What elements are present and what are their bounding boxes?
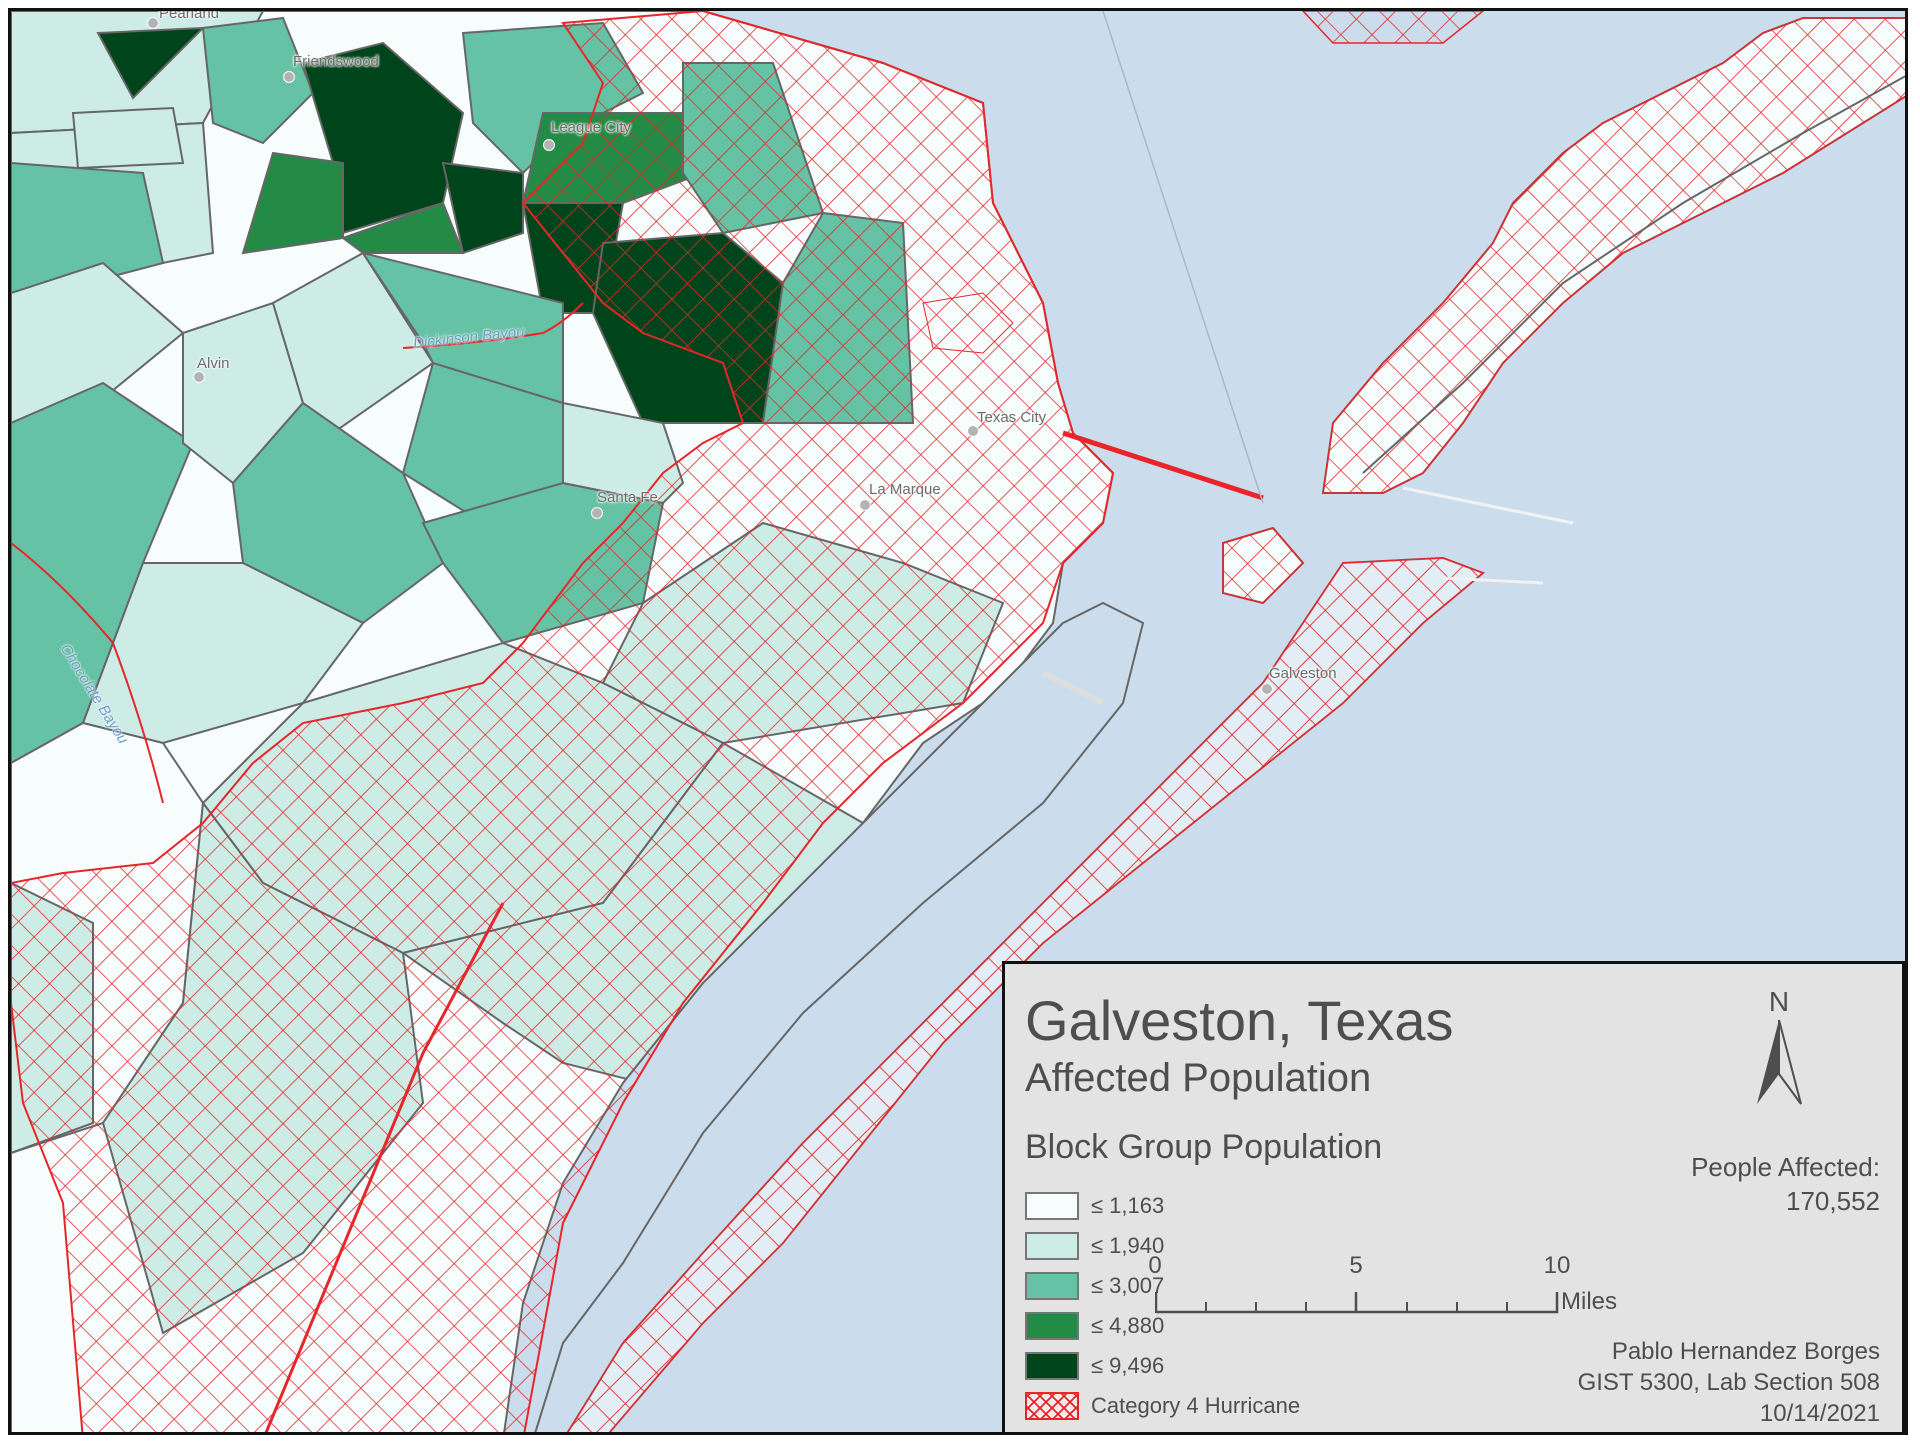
people-affected-label: People Affected: xyxy=(1691,1152,1880,1182)
city-dot xyxy=(591,507,603,519)
legend-label: ≤ 9,496 xyxy=(1091,1353,1165,1378)
legend-label: ≤ 1,940 xyxy=(1091,1233,1165,1258)
map-legend-panel: Galveston, Texas Affected Population Blo… xyxy=(1002,961,1905,1435)
map-frame: Pearland Friendswood League City Alvin S… xyxy=(8,8,1908,1435)
legend-swatch-class3 xyxy=(1025,1272,1079,1300)
people-affected-value: 170,552 xyxy=(1786,1186,1880,1216)
legend-item: ≤ 1,940 xyxy=(1025,1226,1300,1266)
city-dot xyxy=(283,71,295,83)
city-dot xyxy=(193,371,205,383)
legend-label: ≤ 3,007 xyxy=(1091,1273,1165,1298)
date: 10/14/2021 xyxy=(1759,1400,1880,1427)
scale-tick-label: 0 xyxy=(1148,1252,1162,1279)
city-dot xyxy=(147,17,159,29)
scale-bar-graphic xyxy=(1155,1292,1559,1314)
crosshatch-swatch-icon xyxy=(1025,1392,1079,1420)
city-dot xyxy=(543,139,555,151)
map-canvas xyxy=(11,11,1905,1432)
north-arrow-icon xyxy=(1757,1019,1802,1105)
legend-label: ≤ 4,880 xyxy=(1091,1313,1165,1338)
credits: Pablo Hernandez Borges GIST 5300, Lab Se… xyxy=(1578,1336,1880,1429)
people-affected: People Affected: 170,552 xyxy=(1691,1150,1880,1218)
legend-label: Category 4 Hurricane xyxy=(1091,1393,1301,1418)
place-label-league-city: League City xyxy=(551,119,632,136)
legend-swatch-class1 xyxy=(1025,1192,1079,1220)
map-title: Galveston, Texas xyxy=(1025,989,1454,1052)
scale-bar: 0 5 10 Miles xyxy=(1148,1252,1617,1322)
legend-swatch-class4 xyxy=(1025,1312,1079,1340)
course: GIST 5300, Lab Section 508 xyxy=(1577,1369,1880,1396)
place-label-santa-fe: Santa Fe xyxy=(597,489,658,506)
legend-item: Category 4 Hurricane xyxy=(1025,1386,1300,1426)
city-dot xyxy=(967,425,979,437)
scale-unit: Miles xyxy=(1561,1288,1618,1315)
legend-swatch-class5 xyxy=(1025,1352,1079,1380)
north-label: N xyxy=(1768,986,1790,1017)
north-arrow: N xyxy=(1749,986,1809,1113)
place-label-texas-city: Texas City xyxy=(977,409,1047,426)
author: Pablo Hernandez Borges xyxy=(1611,1338,1880,1365)
west-bay xyxy=(503,601,1145,1432)
city-dot xyxy=(1261,683,1273,695)
scale-tick-label: 10 xyxy=(1543,1252,1571,1279)
city-dot xyxy=(859,499,871,511)
legend-items: ≤ 1,163 ≤ 1,940 ≤ 3,007 ≤ 4,880 ≤ 9,496 … xyxy=(1025,1186,1300,1426)
place-label-friendswood: Friendswood xyxy=(293,53,379,70)
legend-heading: Block Group Population xyxy=(1025,1128,1383,1166)
legend-label: ≤ 1,163 xyxy=(1091,1193,1165,1218)
hurricane-surge-zone xyxy=(11,11,1115,1432)
legend-swatch-class2 xyxy=(1025,1232,1079,1260)
place-label-la-marque: La Marque xyxy=(869,481,941,498)
place-label-alvin: Alvin xyxy=(197,355,230,372)
scale-tick-label: 5 xyxy=(1349,1252,1363,1279)
place-label-pearland: Pearland xyxy=(159,8,220,22)
map-subtitle: Affected Population xyxy=(1025,1056,1372,1100)
legend-item: ≤ 9,496 xyxy=(1025,1346,1300,1386)
legend-item: ≤ 1,163 xyxy=(1025,1186,1300,1226)
legend-item: ≤ 4,880 xyxy=(1025,1306,1300,1346)
legend-item: ≤ 3,007 xyxy=(1025,1266,1300,1306)
place-label-galveston: Galveston xyxy=(1269,665,1337,682)
